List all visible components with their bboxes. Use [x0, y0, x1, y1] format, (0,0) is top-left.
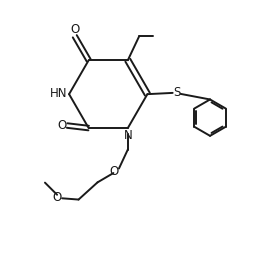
- Text: S: S: [174, 86, 181, 99]
- Text: HN: HN: [50, 87, 67, 100]
- Text: O: O: [52, 190, 62, 203]
- Text: O: O: [109, 165, 119, 178]
- Text: O: O: [70, 23, 79, 36]
- Text: N: N: [124, 129, 133, 142]
- Text: O: O: [57, 119, 66, 132]
